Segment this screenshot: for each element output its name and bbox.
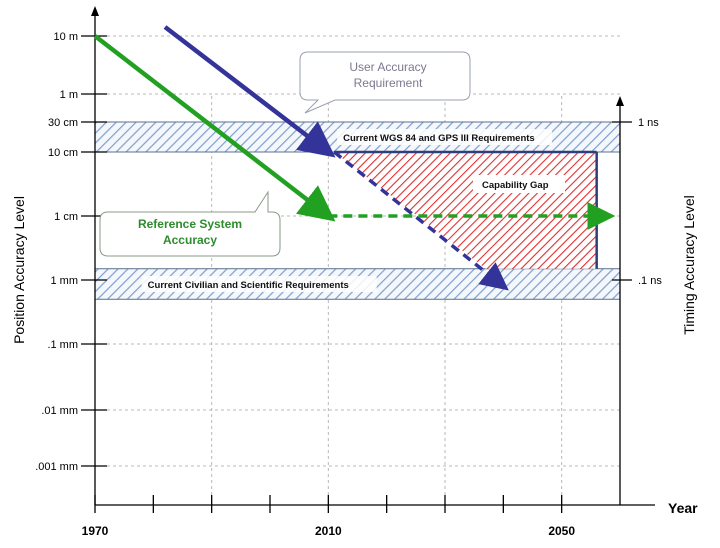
gap-area bbox=[334, 152, 597, 269]
y-tick-label: 10 cm bbox=[48, 147, 78, 159]
series-lines bbox=[93, 25, 616, 291]
capability-gap: Capability Gap bbox=[334, 150, 598, 269]
y2-tick-label: 1 ns bbox=[638, 117, 659, 129]
reference-callout-box bbox=[99, 190, 281, 257]
y-tick-label: 1 m bbox=[60, 89, 78, 101]
y-axis-arrow bbox=[91, 6, 99, 16]
y-tick-label: .1 mm bbox=[47, 339, 78, 351]
user-callout-text: User Accuracy bbox=[349, 60, 426, 74]
axis-labels: Position Accuracy Level Timing Accuracy L… bbox=[11, 195, 698, 516]
x-tick-label: 2010 bbox=[315, 524, 342, 538]
reference-callout-text: Accuracy bbox=[163, 233, 217, 247]
y-tick-label: .01 mm bbox=[41, 405, 78, 417]
y2-axis-arrow bbox=[616, 96, 624, 106]
requirement-bands: Current WGS 84 and GPS III Requirements C… bbox=[94, 121, 621, 300]
series-line-0 bbox=[163, 25, 336, 158]
gap-label-bg bbox=[473, 175, 565, 193]
reference-callout-text: Reference System bbox=[138, 217, 242, 231]
series-line-2 bbox=[93, 34, 336, 222]
y-tick-label: .001 mm bbox=[35, 461, 78, 473]
band-label-bg bbox=[141, 275, 377, 292]
series-line-1 bbox=[333, 150, 509, 291]
y2-tick-label: .1 ns bbox=[638, 275, 662, 287]
axes: 10 m 1 m 30 cm 10 cm 1 cm 1 mm .1 mm .01 mm .001… bbox=[35, 6, 662, 538]
user-callout-text: Requirement bbox=[354, 76, 423, 90]
x-tick-label: 2050 bbox=[548, 524, 575, 538]
user-callout-box bbox=[299, 51, 471, 114]
y-tick-label: 30 cm bbox=[48, 117, 78, 129]
y-tick-label: 10 m bbox=[54, 31, 78, 43]
callouts: User Accuracy Requirement Reference System… bbox=[99, 51, 471, 257]
x-axis-label: Year bbox=[668, 500, 698, 516]
y-tick-label: 1 mm bbox=[51, 275, 79, 287]
band-label: Current WGS 84 and GPS III Requirements bbox=[343, 133, 535, 144]
x-tick-label: 1970 bbox=[82, 524, 109, 538]
y2-axis-label: Timing Accuracy Level bbox=[681, 195, 697, 335]
band-label-bg bbox=[337, 129, 553, 145]
y-axis-label: Position Accuracy Level bbox=[11, 196, 27, 344]
band-label: Current Civilian and Scientific Requirem… bbox=[148, 280, 349, 291]
y-tick-label: 1 cm bbox=[54, 211, 78, 223]
gap-label: Capability Gap bbox=[482, 180, 549, 191]
